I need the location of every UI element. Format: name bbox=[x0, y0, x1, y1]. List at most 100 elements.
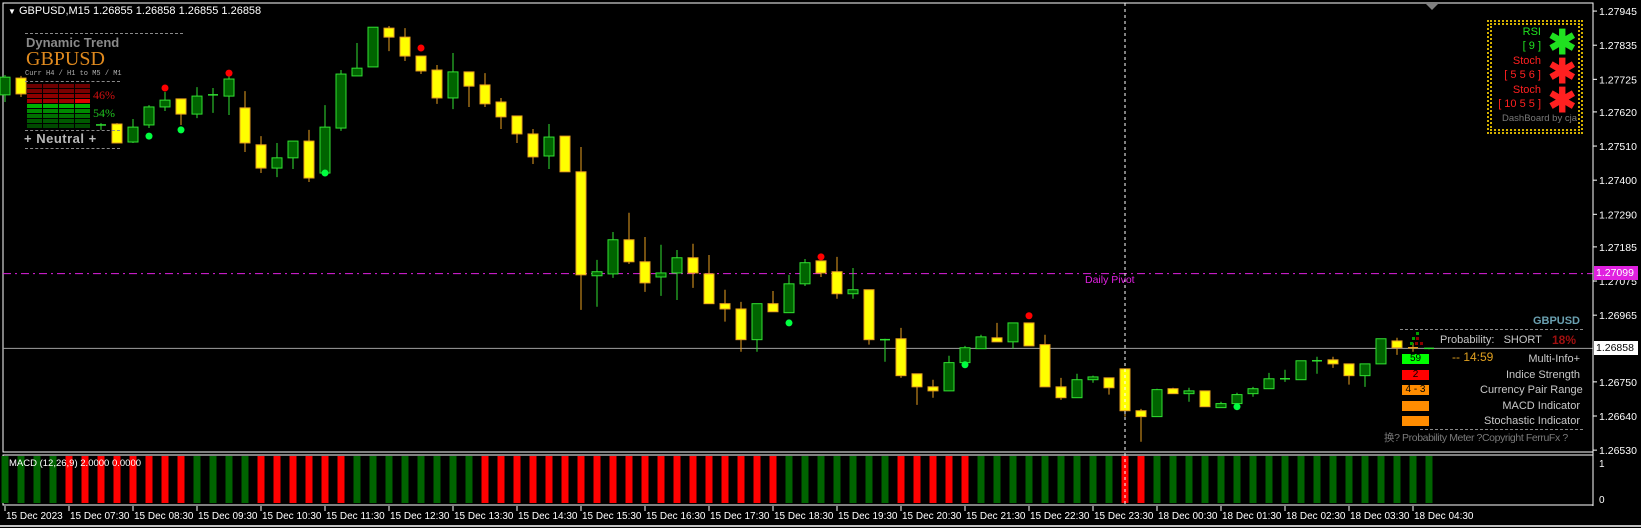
macd-bar bbox=[497, 456, 505, 503]
trend-strength-grid bbox=[27, 84, 91, 128]
bull-candle bbox=[1359, 363, 1371, 377]
bear-candle bbox=[927, 386, 939, 392]
trend-strength-cell bbox=[75, 114, 90, 118]
bear-candle bbox=[1343, 363, 1355, 377]
bull-candle bbox=[959, 347, 971, 364]
macd-bar bbox=[481, 456, 489, 503]
macd-bar bbox=[961, 456, 969, 503]
bear-candle bbox=[991, 337, 1003, 343]
bull-candle bbox=[1375, 338, 1387, 365]
macd-bar bbox=[353, 456, 361, 503]
price-tick-label: 1.27185 bbox=[1599, 242, 1637, 254]
dashboard-indicator-name: RSI bbox=[1522, 26, 1541, 38]
bull-candle bbox=[607, 239, 619, 275]
bear-candle bbox=[1167, 388, 1179, 395]
bear-candle bbox=[1039, 344, 1051, 388]
macd-bar bbox=[1377, 456, 1385, 503]
price-tick-label: 1.27725 bbox=[1599, 74, 1637, 86]
bull-candle bbox=[0, 76, 11, 96]
macd-bar bbox=[817, 456, 825, 503]
chart-title[interactable]: ▼ GBPUSD,M15 1.26855 1.26858 1.26855 1.2… bbox=[8, 5, 262, 17]
bull-candle bbox=[943, 362, 955, 392]
macd-bar bbox=[673, 456, 681, 503]
time-tick-label: 15 Dec 16:30 bbox=[646, 511, 706, 522]
bear-percent: 46% bbox=[93, 88, 115, 102]
macd-bar bbox=[593, 456, 601, 503]
bid-price-label: 1.26858 bbox=[1594, 341, 1638, 355]
probability-label: Probability: SHORT bbox=[1440, 334, 1542, 346]
macd-bar bbox=[561, 456, 569, 503]
asterisk-icon: ✱ bbox=[1548, 53, 1577, 91]
time-tick-label: 15 Dec 12:30 bbox=[390, 511, 450, 522]
time-tick-label: 15 Dec 21:30 bbox=[966, 511, 1026, 522]
trend-strength-cell bbox=[75, 89, 90, 93]
macd-bar bbox=[913, 456, 921, 503]
macd-bar bbox=[1169, 456, 1177, 503]
macd-bar bbox=[113, 456, 121, 503]
trend-strength-cell bbox=[59, 94, 74, 98]
bear-candle bbox=[239, 107, 251, 144]
time-tick-label: 15 Dec 19:30 bbox=[838, 511, 898, 522]
trend-strength-cell bbox=[27, 104, 42, 108]
macd-bar bbox=[641, 456, 649, 503]
macd-bar bbox=[1249, 456, 1257, 503]
bear-candle bbox=[383, 27, 395, 38]
macd-bar bbox=[785, 456, 793, 503]
dashboard-indicator-params: [ 9 ] bbox=[1522, 40, 1541, 52]
indicator-badge bbox=[1402, 416, 1429, 426]
macd-bar bbox=[1393, 456, 1401, 503]
indicator-label: Currency Pair Range bbox=[1480, 384, 1583, 396]
time-tick-label: 15 Dec 07:30 bbox=[70, 511, 130, 522]
trend-strength-cell bbox=[59, 124, 74, 128]
macd-bar bbox=[1041, 456, 1049, 503]
macd-bar bbox=[897, 456, 905, 503]
price-tick-label: 1.27510 bbox=[1599, 141, 1637, 153]
bear-candle bbox=[575, 171, 587, 276]
trend-strength-cell bbox=[27, 84, 42, 88]
bear-candle bbox=[1391, 340, 1403, 349]
bear-candle bbox=[735, 308, 747, 341]
macd-bar bbox=[1281, 456, 1289, 503]
macd-bar bbox=[177, 456, 185, 503]
time-tick-label: 15 Dec 18:30 bbox=[774, 511, 834, 522]
bull-candle bbox=[1183, 390, 1195, 395]
time-tick-label: 15 Dec 10:30 bbox=[262, 511, 322, 522]
macd-bar bbox=[1153, 456, 1161, 503]
macd-bar bbox=[209, 456, 217, 503]
macd-bar bbox=[865, 456, 873, 503]
macd-bar bbox=[241, 456, 249, 503]
macd-bar bbox=[977, 456, 985, 503]
bear-candle bbox=[911, 373, 923, 388]
divider bbox=[25, 130, 120, 131]
triangle-down-icon[interactable]: ▼ bbox=[8, 7, 16, 16]
bear-candle bbox=[511, 115, 523, 135]
macd-bar bbox=[1025, 456, 1033, 503]
main-chart-frame bbox=[2, 2, 1594, 453]
chart-shift-marker-icon[interactable] bbox=[1426, 4, 1438, 10]
bull-candle bbox=[127, 126, 139, 143]
trend-strength-cell bbox=[59, 99, 74, 103]
bear-candle bbox=[1055, 386, 1067, 399]
macd-bar bbox=[1009, 456, 1017, 503]
trend-strength-cell bbox=[59, 119, 74, 123]
trend-strength-cell bbox=[43, 124, 58, 128]
indicator-label: MACD Indicator bbox=[1502, 399, 1580, 412]
price-tick-label: 1.27945 bbox=[1599, 6, 1637, 18]
divider bbox=[1400, 329, 1583, 330]
trend-strength-cell bbox=[27, 124, 42, 128]
indicator-badge: 4 - 3 bbox=[1402, 385, 1429, 395]
probability-symbol: GBPUSD bbox=[1532, 315, 1580, 327]
bear-candle bbox=[703, 273, 715, 305]
time-tick-label: 15 Dec 08:30 bbox=[134, 511, 194, 522]
daily-pivot-label: Daily Pivot bbox=[1085, 274, 1135, 286]
price-tick-label: 1.27290 bbox=[1599, 209, 1637, 221]
macd-bar bbox=[705, 456, 713, 503]
time-tick-label: 15 Dec 17:30 bbox=[710, 511, 770, 522]
bear-candle bbox=[639, 261, 651, 284]
trend-strength-cell bbox=[75, 119, 90, 123]
trend-strength-cell bbox=[27, 114, 42, 118]
trend-strength-cell bbox=[59, 114, 74, 118]
dashboard-indicator-name: Stoch bbox=[1512, 55, 1541, 67]
bull-candle bbox=[367, 26, 379, 68]
